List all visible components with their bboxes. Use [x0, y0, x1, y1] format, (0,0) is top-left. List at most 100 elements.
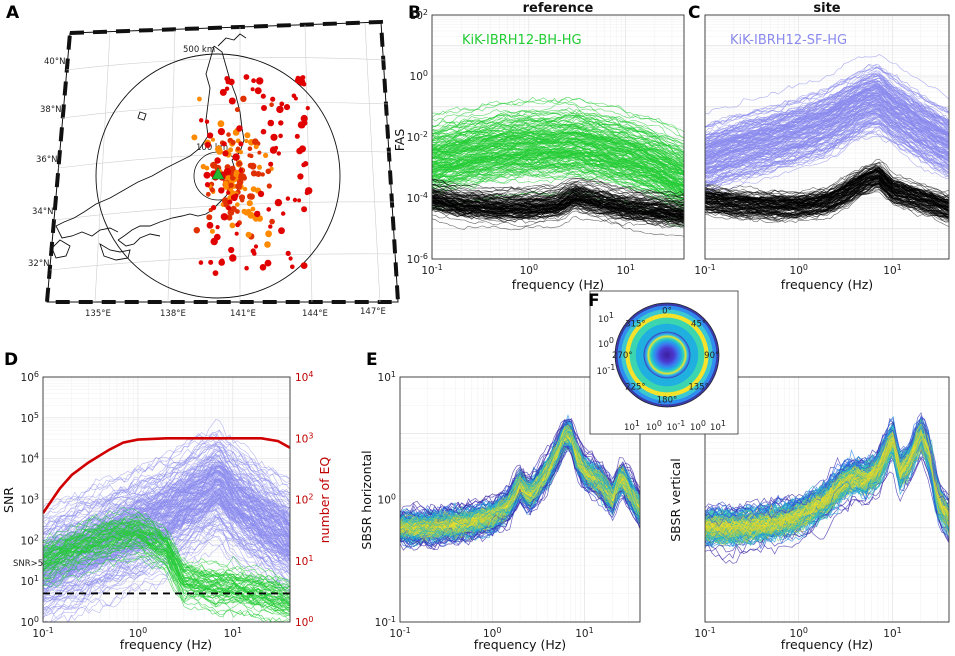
- epicenter-dot: [224, 76, 230, 82]
- epicenter-dot: [253, 144, 259, 150]
- curve-snr-site: [43, 453, 290, 542]
- chart-title-b: reference: [523, 1, 594, 16]
- curve-snr-site: [43, 453, 290, 543]
- curve-ratio-h: [400, 442, 640, 541]
- epicenter-dot: [240, 95, 247, 103]
- curve-snr-site: [43, 501, 290, 593]
- epicenter-dot: [204, 119, 210, 124]
- tick-label: 106: [21, 370, 39, 384]
- ylabel-d: SNR: [1, 487, 16, 513]
- curve-snr-ref: [43, 542, 290, 617]
- epicenter-dot: [226, 190, 231, 195]
- curve-signal: [432, 137, 684, 174]
- epicenter-dot: [256, 77, 264, 85]
- epicenter-dot: [233, 171, 239, 178]
- curve-signal: [432, 149, 684, 190]
- polar-core: [643, 331, 691, 379]
- curve-snr-ref: [43, 520, 290, 596]
- tick-label: 10-1: [667, 419, 686, 433]
- curve-noise: [432, 177, 684, 197]
- epicenter-dot: [260, 93, 266, 99]
- tick-label: 101: [21, 574, 39, 588]
- epicenter-dot: [265, 168, 272, 175]
- epicenter-dot: [244, 265, 249, 271]
- epicenter-dot: [224, 86, 230, 91]
- epicenter-dot: [210, 137, 216, 142]
- curve-snr-ref: [43, 517, 290, 587]
- curve-signal: [705, 67, 949, 129]
- ylabel-g: SBSR vertical: [668, 458, 683, 542]
- curve-ratio-v: [705, 441, 949, 546]
- curve-signal: [432, 122, 684, 163]
- xlabel-g: frequency (Hz): [781, 637, 873, 652]
- tick-label: 102: [21, 533, 39, 547]
- curve-signal: [705, 135, 949, 200]
- curve-ratio-v: [705, 430, 949, 537]
- curve-signal: [432, 170, 684, 212]
- panel-label-c: C: [688, 3, 700, 23]
- curve-signal: [432, 124, 684, 167]
- epicenter-dot: [260, 128, 267, 135]
- epicenter-dot: [269, 146, 278, 154]
- epicenter-dot: [288, 256, 293, 261]
- curve-signal: [432, 99, 684, 139]
- curve-ratio-v: [705, 438, 949, 532]
- epicenter-dot: [290, 264, 295, 270]
- polar-angle-label: 135°: [688, 383, 708, 393]
- epicenter-dot: [206, 214, 213, 221]
- curve-signal: [432, 138, 684, 178]
- curve-signal: [432, 163, 684, 200]
- epicenter-dot: [266, 183, 272, 189]
- xlabel-e: frequency (Hz): [474, 637, 566, 652]
- epicenter-dot: [265, 230, 272, 238]
- curve-noise: [432, 179, 684, 197]
- epicenter-dot: [205, 191, 211, 197]
- curve-signal: [705, 54, 949, 115]
- tick-label: 102: [410, 8, 428, 22]
- epicenter-dot: [199, 118, 204, 123]
- tick-label: 101: [883, 626, 901, 640]
- curve-signal: [705, 107, 949, 169]
- curve-snr-site: [43, 429, 290, 518]
- curve-snr-site: [43, 468, 290, 563]
- tick-label: 101: [378, 370, 396, 384]
- curve-noise: [432, 182, 684, 204]
- curve-ratio-h: [400, 431, 640, 532]
- curve-signal: [432, 129, 684, 169]
- epicenter-dot: [247, 211, 255, 219]
- xlabel-d: frequency (Hz): [120, 637, 212, 652]
- legend-c: KiK-IBRH12-SF-HG: [730, 33, 847, 48]
- epicenter-dot: [267, 119, 275, 127]
- epicenter-dot: [234, 193, 239, 198]
- curve-noise: [705, 167, 949, 201]
- epicenter-dot: [232, 153, 240, 161]
- epicenter-dot: [246, 200, 253, 207]
- epicenter-dot: [252, 138, 259, 145]
- curve-snr-site: [43, 484, 290, 579]
- curve-signal: [432, 111, 684, 149]
- epicenter-dot: [218, 187, 225, 194]
- epicenter-dot: [254, 87, 262, 95]
- threshold-label: SNR>5: [13, 559, 43, 569]
- epicenter-dot: [278, 133, 283, 139]
- lon-label-135: 135°E: [85, 309, 111, 319]
- curve-snr-ref: [43, 506, 290, 581]
- epicenter-dot: [206, 222, 214, 229]
- epicenter-dot: [301, 162, 307, 168]
- panel-label-a: A: [6, 3, 20, 23]
- polar-angle-label: 180°: [657, 396, 677, 406]
- epicenter-dot: [294, 133, 300, 139]
- curve-ratio-v: [705, 449, 949, 555]
- tick-label: 10-4: [407, 191, 428, 205]
- curve-signal: [705, 100, 949, 164]
- tick-label: 10-1: [421, 263, 442, 277]
- curve-signal: [432, 107, 684, 145]
- curve-ratio-v: [705, 457, 949, 564]
- epicenter-dot: [227, 199, 233, 205]
- curve-noise: [432, 183, 684, 204]
- curve-signal: [432, 144, 684, 181]
- curve-snr-site: [43, 443, 290, 535]
- lat-label-32: 32°N: [28, 259, 49, 269]
- tick-label: 101: [624, 419, 640, 433]
